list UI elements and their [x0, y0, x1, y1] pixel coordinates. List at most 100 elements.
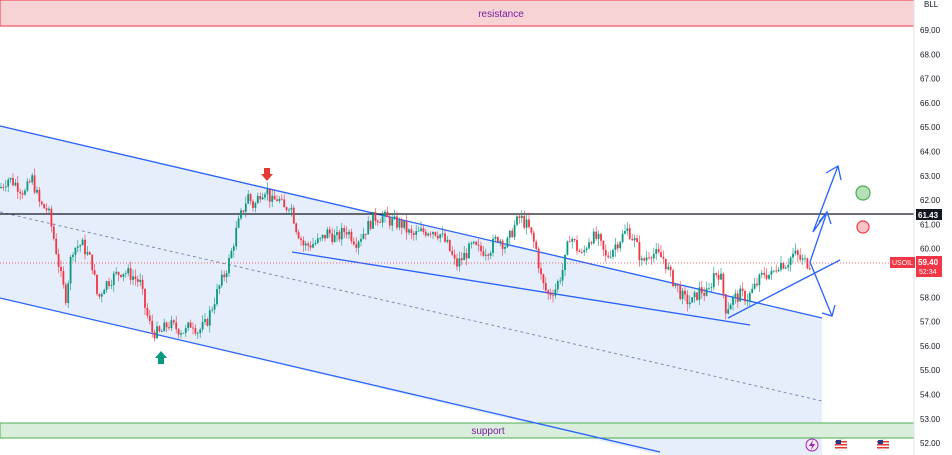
candle-body: [220, 274, 223, 286]
channel-lower-line[interactable]: [0, 297, 661, 453]
channel-upper-line[interactable]: [0, 125, 823, 319]
candle-body: [504, 247, 506, 249]
rising-trendline[interactable]: [727, 259, 841, 319]
candle-body: [578, 250, 581, 252]
candle-body: [636, 238, 638, 243]
candle-body: [244, 203, 247, 212]
up-arrow-marker: [155, 351, 167, 364]
candle-body: [712, 273, 715, 288]
candle-body: [254, 203, 257, 208]
candle-body: [108, 281, 110, 286]
candle-body: [297, 232, 300, 239]
candle-body: [343, 227, 346, 233]
candle-body: [408, 229, 410, 233]
candle-body: [67, 283, 70, 303]
candle-body: [568, 241, 571, 243]
candle-body: [381, 216, 384, 223]
candle-body: [621, 233, 624, 243]
candle-body: [129, 268, 132, 280]
us-flag-icon[interactable]: [834, 438, 848, 452]
candle-body: [242, 210, 245, 212]
price-tick-label: 52.00: [920, 439, 941, 448]
candle-body: [223, 274, 226, 278]
candle-body: [760, 272, 763, 275]
candle-body: [33, 175, 36, 193]
candle-body: [799, 255, 802, 260]
candle-body: [252, 201, 254, 208]
candle-body: [120, 274, 122, 277]
candle-body: [364, 233, 367, 235]
candle-body: [84, 239, 86, 255]
candle-body: [160, 331, 163, 333]
candle-body: [324, 234, 326, 239]
candle-body: [417, 230, 420, 232]
candle-body: [50, 208, 53, 227]
lightning-icon[interactable]: [805, 438, 819, 452]
candle-body: [703, 293, 706, 296]
candle-body: [662, 257, 665, 259]
candle-body: [38, 189, 41, 202]
candle-body: [708, 288, 710, 289]
candle-body: [208, 310, 211, 326]
candle-body: [81, 239, 84, 246]
us-flag-icon[interactable]: [876, 438, 890, 452]
candle-body: [535, 241, 538, 249]
candle-body: [100, 294, 103, 297]
candle-body: [240, 210, 242, 219]
candle-body: [153, 332, 156, 339]
candle-body: [388, 217, 391, 226]
candle-body: [28, 181, 31, 183]
candle-body: [540, 268, 542, 275]
price-axis[interactable]: 52.0053.0054.0055.0056.0057.0058.0059.00…: [913, 0, 941, 455]
candle-body: [0, 186, 2, 188]
candle-body: [604, 249, 607, 256]
candle-body: [24, 190, 26, 195]
candle-body: [180, 333, 182, 335]
candle-body: [9, 177, 12, 180]
candle-body: [36, 189, 38, 193]
candle-body: [494, 237, 497, 239]
candle-body: [69, 256, 72, 284]
candle-body: [770, 270, 773, 275]
candle-body: [98, 293, 101, 297]
candle-body: [580, 251, 583, 253]
inner-support-line[interactable]: [291, 251, 751, 326]
countdown-value: 52:34: [919, 269, 937, 276]
candle-body: [304, 243, 307, 246]
candle-body: [7, 179, 10, 187]
candle-body: [537, 248, 540, 269]
price-tick-label: 58.00: [920, 293, 941, 302]
candle-body: [76, 246, 79, 248]
candle-body: [350, 231, 353, 242]
candle-body: [396, 216, 398, 228]
candle-body: [45, 208, 48, 211]
candle-body: [456, 258, 458, 267]
candle-body: [552, 295, 554, 297]
candle-body: [722, 273, 725, 295]
candle-body: [501, 240, 504, 249]
candle-body: [268, 189, 271, 202]
candle-body: [765, 274, 768, 279]
candle-body: [609, 256, 612, 258]
candle-body: [309, 245, 312, 248]
candle-body: [561, 269, 564, 281]
candle-body: [228, 258, 230, 274]
candle-body: [480, 245, 482, 252]
price-tick-label: 60.00: [920, 245, 941, 254]
price-tick-label: 57.00: [920, 318, 941, 327]
candle-body: [549, 293, 552, 296]
candle-body: [744, 290, 746, 302]
candle-body: [734, 293, 737, 297]
candle-body: [775, 270, 778, 272]
candle-body: [60, 266, 62, 271]
candle-body: [696, 292, 698, 300]
candle-body: [544, 283, 547, 291]
candle-body: [300, 238, 302, 241]
candle-body: [360, 238, 362, 242]
candle-body: [57, 254, 60, 267]
candle-body: [727, 309, 730, 314]
candle-body: [43, 204, 46, 209]
price-tick-label: 55.00: [920, 366, 941, 375]
candle-body: [405, 221, 408, 233]
